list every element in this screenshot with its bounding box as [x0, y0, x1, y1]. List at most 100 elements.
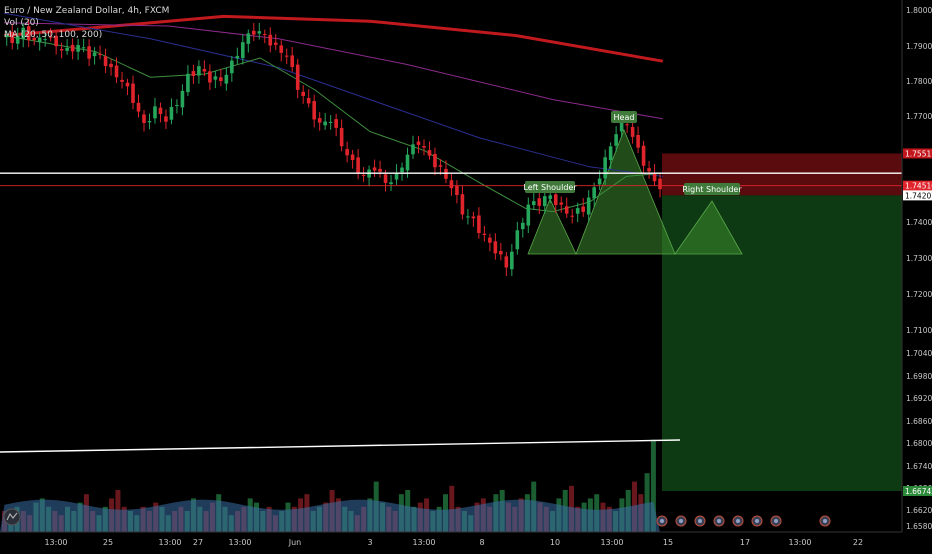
price-marker: 1.66742	[903, 486, 932, 496]
candle	[559, 196, 564, 213]
candle	[449, 173, 454, 196]
candle	[317, 112, 322, 131]
candle	[488, 233, 492, 252]
volume-trendline[interactable]	[0, 439, 681, 453]
candle	[350, 149, 355, 169]
tradingview-logo-icon[interactable]	[3, 508, 21, 526]
svg-text:1.74510: 1.74510	[905, 182, 932, 191]
candle	[586, 190, 591, 222]
symbol-title[interactable]: Euro / New Zealand Dollar, 4h, FXCM	[4, 6, 169, 16]
event-flag-icon	[656, 515, 668, 527]
candle	[471, 211, 476, 227]
candle	[15, 27, 20, 50]
candle	[438, 159, 443, 175]
candle	[290, 46, 295, 72]
svg-text:1.66742: 1.66742	[905, 487, 932, 496]
candle	[158, 102, 163, 123]
candle	[54, 29, 58, 55]
candle	[323, 112, 327, 130]
time-axis[interactable]: 13:00 25 13:00 27 13:00 Jun 3 13:00 8 10 13:00 15 17…	[44, 538, 863, 547]
head-label[interactable]: Head	[611, 111, 637, 123]
candle	[372, 159, 377, 177]
time-tick-label: 8	[479, 538, 484, 547]
right-shoulder-triangle	[674, 200, 743, 255]
candle	[603, 149, 607, 186]
candle	[477, 207, 481, 239]
candle	[521, 217, 525, 238]
candle	[59, 42, 64, 59]
candle	[575, 202, 580, 223]
volume-bar	[644, 473, 650, 532]
candle	[224, 67, 229, 91]
candle	[37, 32, 42, 51]
event-icons-row[interactable]	[656, 515, 831, 527]
candle	[630, 119, 635, 144]
candle	[295, 58, 300, 99]
price-tick-label: 1.77000	[906, 112, 932, 121]
right-shoulder-label[interactable]: Right Shoulder	[682, 183, 742, 195]
candle	[301, 85, 306, 104]
event-flag-icon	[713, 515, 725, 527]
price-tick-label: 1.71000	[906, 326, 932, 335]
candle	[531, 192, 536, 210]
volume-bar	[650, 439, 656, 532]
volume-indicator-label[interactable]: Vol (20)	[4, 18, 39, 28]
price-tick-label: 1.66200	[906, 506, 932, 515]
candle	[537, 192, 542, 215]
candle	[98, 45, 102, 60]
candle	[202, 60, 207, 76]
candle	[510, 244, 514, 277]
ma-indicator-label[interactable]: MA (20, 50, 100, 200)	[4, 30, 102, 40]
svg-text:Left Shoulder: Left Shoulder	[523, 183, 577, 192]
time-tick-label: 13:00	[600, 538, 623, 547]
candle	[48, 28, 53, 42]
candle	[345, 141, 349, 163]
candle	[460, 185, 465, 220]
ma100-line	[3, 22, 663, 120]
event-flag-icon	[675, 515, 687, 527]
time-tick-label: 27	[193, 538, 203, 547]
candle	[125, 78, 130, 96]
candlestick-series	[4, 18, 662, 277]
candle	[81, 38, 86, 53]
price-tick-label: 1.70400	[906, 349, 932, 358]
candle	[608, 142, 613, 169]
svg-text:Head: Head	[614, 113, 635, 122]
price-tick-label: 1.78000	[906, 77, 932, 86]
candle	[394, 164, 399, 185]
candle	[361, 167, 366, 182]
price-tick-label: 1.72000	[906, 290, 932, 299]
price-tick-label: 1.67400	[906, 462, 932, 471]
time-tick-label: 22	[853, 538, 863, 547]
ma200-line	[3, 14, 664, 63]
time-tick-label: 13:00	[228, 538, 251, 547]
candle	[378, 160, 382, 178]
candle	[356, 149, 360, 180]
candle	[169, 98, 174, 125]
candle	[284, 48, 289, 65]
candle	[262, 29, 267, 44]
price-tick-label: 1.68600	[906, 417, 932, 426]
ma50-line	[3, 12, 663, 177]
time-tick-label: 17	[740, 538, 750, 547]
candle	[235, 47, 240, 65]
candle	[641, 140, 646, 175]
price-tick-label: 1.74000	[906, 218, 932, 227]
head-shoulders-pattern[interactable]	[527, 128, 743, 255]
candle	[493, 233, 498, 260]
candle	[136, 94, 141, 118]
svg-text:Right Shoulder: Right Shoulder	[682, 185, 742, 194]
candle	[581, 198, 585, 217]
event-flag-icon	[819, 515, 831, 527]
candle	[4, 31, 9, 46]
time-tick-label: 13:00	[158, 538, 181, 547]
candle	[76, 39, 80, 60]
candle	[279, 40, 284, 62]
candle	[328, 115, 333, 130]
left-shoulder-label[interactable]: Left Shoulder	[523, 181, 577, 193]
candle	[131, 75, 135, 110]
candle	[592, 182, 596, 208]
candle	[32, 29, 36, 46]
candle	[142, 109, 146, 132]
